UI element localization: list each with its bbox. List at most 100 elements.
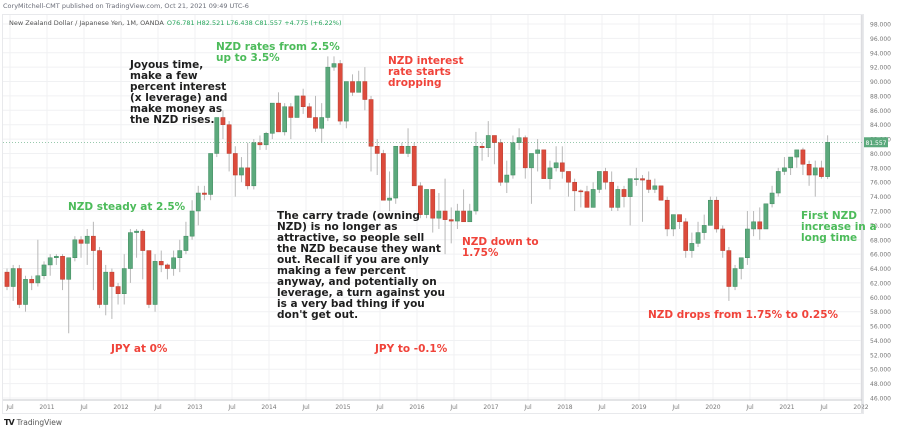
tradingview-logo-icon: TV bbox=[4, 418, 15, 427]
candle bbox=[288, 103, 294, 140]
candle bbox=[714, 196, 719, 233]
candle bbox=[282, 103, 287, 136]
candle bbox=[97, 246, 102, 309]
candle bbox=[559, 146, 565, 179]
candle bbox=[362, 67, 368, 111]
candle bbox=[455, 203, 460, 229]
candle bbox=[393, 146, 399, 204]
candle bbox=[72, 236, 78, 262]
candle bbox=[344, 81, 349, 129]
price-tick: 66.000 bbox=[870, 252, 891, 259]
candle bbox=[387, 171, 392, 211]
price-tick: 96.000 bbox=[870, 36, 891, 43]
candle bbox=[208, 153, 213, 201]
candle bbox=[819, 160, 824, 179]
candle bbox=[239, 157, 244, 183]
candle bbox=[757, 207, 763, 240]
candle bbox=[306, 103, 312, 118]
candle bbox=[245, 142, 250, 190]
candle bbox=[553, 146, 559, 172]
candle bbox=[738, 257, 744, 280]
time-tick: 2014 bbox=[261, 404, 276, 411]
candle bbox=[769, 185, 775, 208]
price-tick: 86.000 bbox=[870, 108, 891, 115]
candle bbox=[806, 160, 812, 186]
candle bbox=[424, 189, 429, 219]
price-tick: 98.000 bbox=[870, 22, 891, 29]
annotation-jpy-neg: JPY to -0.1% bbox=[375, 343, 448, 355]
candle bbox=[41, 261, 47, 280]
annotation-rate-drop: NZD interest rate starts dropping bbox=[388, 55, 464, 89]
price-tick: 52.000 bbox=[870, 352, 891, 359]
candle bbox=[47, 254, 53, 276]
price-tick: 76.000 bbox=[870, 180, 891, 187]
candle bbox=[337, 59, 343, 125]
candle bbox=[689, 232, 695, 258]
time-tick: Jul bbox=[597, 404, 606, 411]
candle bbox=[677, 214, 682, 229]
candle bbox=[251, 139, 257, 190]
candle bbox=[313, 95, 318, 132]
annotation-drops-025: NZD drops from 1.75% to 0.25% bbox=[648, 309, 839, 321]
symbol-name: New Zealand Dollar / Japanese Yen, 1M, O… bbox=[9, 19, 164, 27]
candle bbox=[84, 228, 90, 265]
candle bbox=[596, 171, 602, 194]
annotation-first-increase: First NZD increase in a long time bbox=[801, 210, 877, 244]
time-tick: 2013 bbox=[187, 404, 202, 411]
candle bbox=[368, 95, 374, 172]
candle bbox=[701, 214, 707, 240]
time-tick: Jul bbox=[523, 404, 532, 411]
candle bbox=[633, 167, 639, 186]
candle bbox=[609, 171, 615, 211]
candle bbox=[578, 189, 584, 208]
tradingview-logo[interactable]: TV TradingView bbox=[4, 418, 62, 427]
candle bbox=[269, 102, 275, 140]
candle bbox=[405, 128, 411, 158]
candle bbox=[788, 156, 793, 176]
candle bbox=[78, 236, 84, 258]
chart-frame bbox=[2, 14, 864, 414]
candle bbox=[825, 135, 830, 180]
candle bbox=[177, 239, 183, 273]
candle bbox=[584, 185, 590, 208]
annotation-carry-trade: The carry trade (owning NZD) is no longe… bbox=[277, 210, 445, 321]
last-price-badge: 81.557 bbox=[864, 137, 888, 148]
price-tick: 62.000 bbox=[870, 280, 891, 287]
candle bbox=[121, 254, 127, 305]
candle bbox=[775, 167, 781, 197]
time-tick: Jul bbox=[671, 404, 680, 411]
candle bbox=[16, 264, 22, 309]
time-tick: 2019 bbox=[631, 404, 646, 411]
candle bbox=[54, 254, 59, 265]
candle bbox=[627, 178, 633, 226]
candle bbox=[763, 203, 769, 230]
candle bbox=[103, 264, 109, 316]
candle bbox=[140, 228, 146, 280]
candle bbox=[152, 254, 158, 312]
candle bbox=[782, 157, 787, 176]
price-tick: 70.000 bbox=[870, 223, 891, 230]
candle bbox=[232, 146, 238, 197]
publish-info: CoryMitchell-CMT published on TradingVie… bbox=[3, 2, 249, 10]
candle bbox=[726, 246, 732, 301]
candle bbox=[720, 225, 726, 258]
time-tick: 2016 bbox=[409, 404, 424, 411]
candle bbox=[146, 250, 152, 309]
candle bbox=[566, 171, 571, 197]
price-tick: 48.000 bbox=[870, 381, 891, 388]
time-tick: Jul bbox=[227, 404, 236, 411]
candle bbox=[510, 135, 516, 179]
candle bbox=[683, 218, 689, 258]
symbol-legend[interactable]: New Zealand Dollar / Japanese Yen, 1M, O… bbox=[9, 19, 342, 27]
candle bbox=[319, 103, 325, 143]
price-tick: 68.000 bbox=[870, 237, 891, 244]
candle bbox=[60, 254, 65, 291]
candle bbox=[664, 196, 670, 237]
candle bbox=[603, 167, 608, 190]
candle bbox=[745, 211, 750, 265]
time-tick: 2012 bbox=[113, 404, 128, 411]
time-tick: Jul bbox=[5, 404, 14, 411]
candle bbox=[35, 239, 41, 287]
tradingview-logo-text: TradingView bbox=[16, 418, 62, 427]
